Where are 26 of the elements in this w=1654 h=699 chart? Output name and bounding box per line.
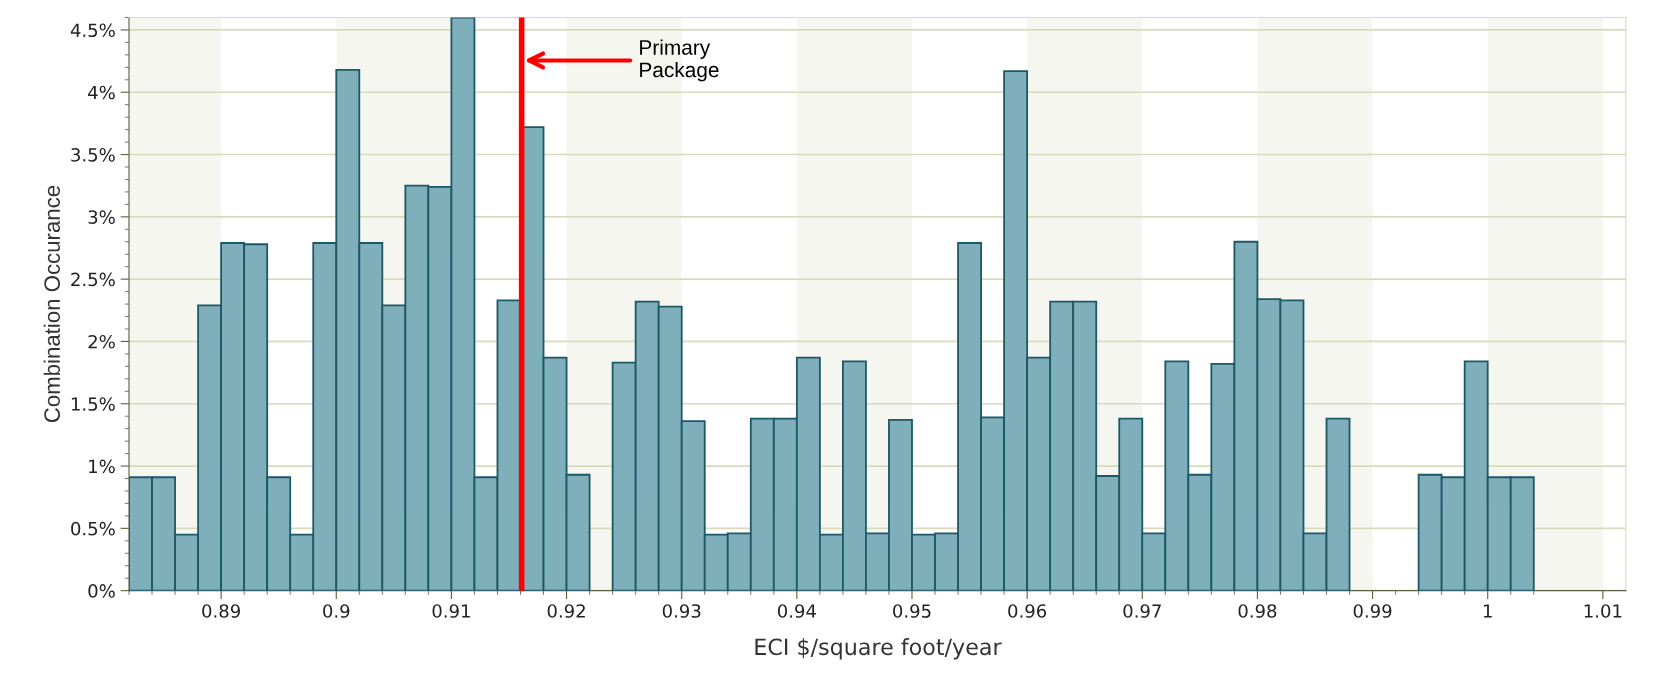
x-tick-label: 0.99 <box>1353 604 1392 618</box>
x-tick-label: 0.94 <box>777 604 816 618</box>
y-tick-label: 0% <box>88 584 115 598</box>
y-tick-label: 2.5% <box>71 272 115 287</box>
y-tick-label: 3.5% <box>71 148 115 162</box>
x-tick-label: 0.92 <box>547 604 585 618</box>
x-tick-label: 1 <box>1483 604 1492 618</box>
x-tick-label: 0.98 <box>1238 604 1277 618</box>
x-tick-label: 0.93 <box>662 604 701 618</box>
x-tick-label: 0.96 <box>1008 604 1047 618</box>
y-axis-title: Combination Occurance <box>43 185 60 423</box>
y-tick-label: 0.5% <box>71 521 115 536</box>
y-tick-label: 1% <box>89 459 115 474</box>
y-tick-label: 2% <box>88 334 115 349</box>
y-tick-label: 3% <box>88 210 115 224</box>
x-tick-label: 0.95 <box>893 604 931 618</box>
x-tick-label: 0.89 <box>202 604 240 618</box>
ref-line-label: Primary Package <box>640 39 719 82</box>
x-tick-label: 1.01 <box>1584 604 1622 618</box>
x-tick-label: 0.91 <box>432 604 470 618</box>
y-tick-label: 1.5% <box>71 397 115 411</box>
x-tick-label: 0.97 <box>1123 604 1161 618</box>
y-tick-label: 4% <box>88 85 115 100</box>
y-tick-label: 4.5% <box>70 23 115 38</box>
x-axis-title: ECI $/square foot/year <box>755 637 1002 660</box>
x-tick-label: 0.9 <box>323 604 350 618</box>
